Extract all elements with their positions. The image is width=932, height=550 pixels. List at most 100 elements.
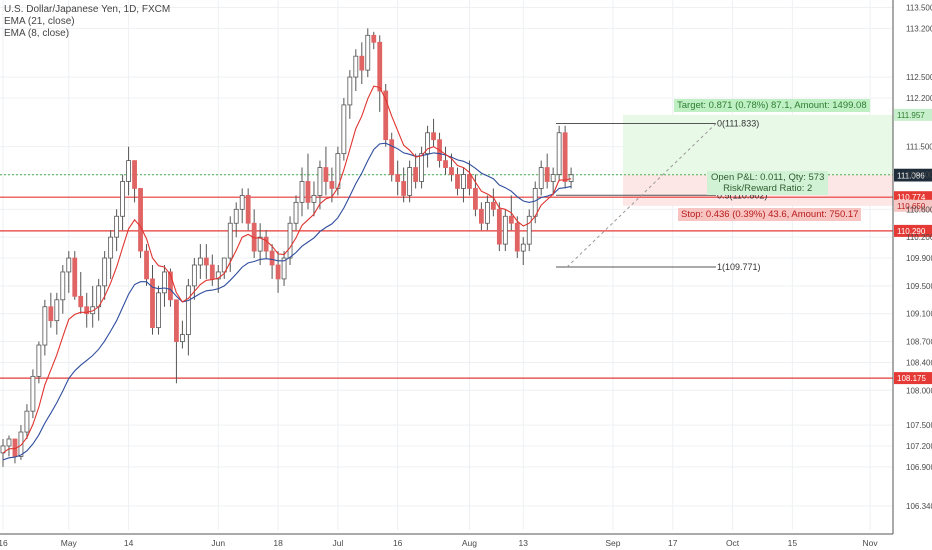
candle — [478, 202, 484, 231]
candle — [269, 244, 275, 279]
candle — [251, 209, 257, 259]
candle-body — [371, 34, 377, 43]
candle-body — [84, 306, 90, 315]
candle-body — [150, 278, 155, 329]
candle-body — [395, 174, 401, 182]
x-tick-label: Oct — [726, 538, 740, 548]
candle — [365, 28, 371, 78]
candle — [395, 160, 401, 196]
candle-body — [425, 132, 430, 155]
candle — [311, 181, 317, 217]
candle — [383, 84, 389, 147]
candle — [562, 125, 568, 189]
price-tag-label: 108.175 — [897, 374, 926, 383]
candle — [150, 265, 155, 335]
candle — [377, 35, 383, 112]
fib-level-label: 0(111.833) — [717, 119, 759, 129]
candle-body — [496, 208, 502, 245]
candle — [54, 292, 60, 335]
candle-body — [550, 174, 556, 182]
ema21-line — [2, 142, 572, 461]
candle — [263, 230, 269, 259]
target-price-tag-text: 111.957 — [897, 111, 925, 120]
candle-body — [431, 132, 436, 141]
candle — [42, 299, 48, 356]
candle-body — [0, 445, 6, 454]
candle — [401, 167, 407, 203]
candle-body — [419, 153, 425, 182]
candle — [233, 202, 239, 238]
candle — [544, 153, 550, 189]
candle — [138, 188, 143, 259]
candle-body — [443, 160, 448, 168]
candle-body — [353, 55, 359, 78]
y-tick-label: 112.500 — [906, 73, 932, 82]
open-pnl-label: Open P&L: 0.011, Qty: 573 Risk/Reward Ra… — [707, 171, 829, 195]
price-tag — [894, 372, 932, 385]
target-label: Target: 0.871 (0.78%) 87.1, Amount: 1499… — [674, 99, 870, 112]
candle — [156, 285, 161, 335]
y-tick-label: 113.500 — [906, 3, 932, 12]
candle — [0, 439, 6, 467]
target-price-tag — [894, 108, 932, 121]
candle — [203, 244, 209, 279]
candle — [90, 285, 96, 328]
x-tick-label: 14 — [124, 538, 134, 548]
y-tick-label: 111.500 — [906, 143, 932, 152]
candle — [239, 188, 245, 224]
candle-body — [562, 132, 568, 182]
candle — [108, 230, 114, 279]
candle-body — [413, 167, 419, 182]
candle — [114, 209, 120, 252]
candle — [185, 278, 191, 356]
candle-body — [54, 299, 60, 322]
candle — [36, 341, 42, 384]
candle-body — [269, 250, 275, 266]
current-price-tag — [894, 169, 932, 182]
candle-body — [544, 167, 550, 182]
candles — [0, 28, 574, 467]
y-tick-label: 106.900 — [906, 463, 932, 472]
y-tick-label: 107.500 — [906, 421, 932, 430]
candle-body — [275, 264, 281, 280]
candle-body — [281, 257, 287, 280]
candle-body — [144, 250, 149, 280]
candle-body — [168, 271, 173, 301]
candle — [209, 254, 215, 286]
x-tick-label: May — [61, 538, 78, 548]
candle — [526, 209, 532, 252]
candle-body — [263, 236, 269, 252]
x-tick-label: 16 — [393, 538, 403, 548]
candle-body — [484, 201, 490, 224]
x-tick-label: Aug — [462, 538, 477, 548]
candle — [275, 251, 281, 293]
candle-body — [203, 257, 209, 266]
candle — [293, 195, 299, 231]
candle-body — [174, 299, 179, 342]
fib-retracement[interactable]: 0(111.833) 0.5(110.802) 1(109.771) — [556, 119, 767, 273]
candle — [30, 369, 36, 419]
candle-body — [257, 236, 263, 252]
candle — [281, 251, 287, 286]
candle-body — [359, 55, 365, 71]
candle — [389, 132, 395, 182]
candle-body — [179, 334, 185, 342]
candle-body — [532, 188, 538, 217]
candle-body — [299, 181, 305, 203]
candle — [132, 160, 137, 203]
candle-body — [48, 306, 54, 322]
candle-body — [311, 194, 317, 203]
candle — [179, 320, 185, 349]
price-tag-label: 110.290 — [897, 227, 926, 236]
ema21-legend: EMA (21, close) — [4, 16, 75, 27]
candle-body — [473, 188, 478, 210]
candle — [484, 195, 490, 231]
candle-body — [467, 174, 472, 189]
candle — [359, 42, 365, 85]
candle — [371, 31, 377, 50]
candle-body — [42, 306, 48, 346]
candle — [66, 251, 72, 293]
